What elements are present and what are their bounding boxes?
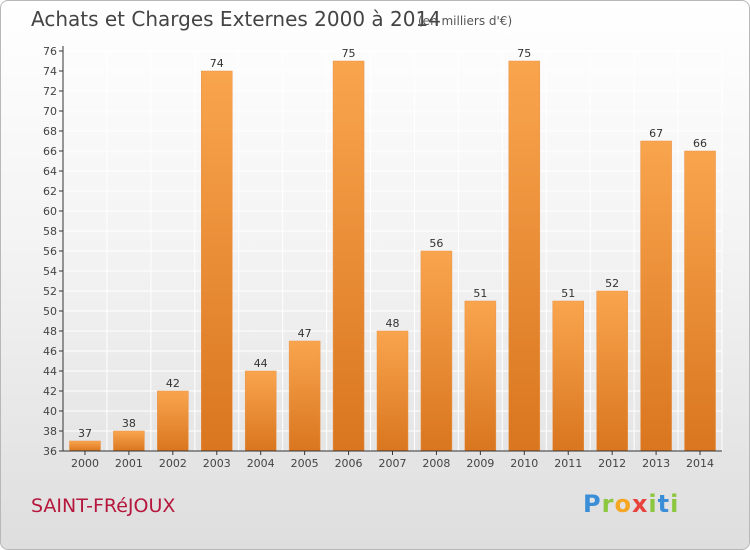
data-label: 66 (693, 137, 707, 150)
x-tick-label: 2009 (466, 457, 494, 470)
labels: 36 38 40 42 44 46 48 50 52 54 56 58 60 62 64 66 68 70 72 74… (43, 45, 714, 470)
logo-letter: i (670, 490, 680, 518)
y-tick-label: 76 (43, 45, 57, 58)
y-tick-label: 58 (43, 225, 57, 238)
data-label: 42 (166, 377, 180, 390)
x-tick-label: 2004 (247, 457, 275, 470)
bar (596, 290, 628, 452)
x-tick-label: 2008 (422, 457, 450, 470)
data-label: 51 (473, 287, 487, 300)
y-tick-label: 38 (43, 425, 57, 438)
y-tick-label: 40 (43, 405, 57, 418)
bar (508, 60, 541, 452)
bar (332, 60, 365, 452)
y-tick-label: 36 (43, 445, 57, 458)
data-label: 51 (561, 287, 575, 300)
x-tick-label: 2014 (686, 457, 714, 470)
logo-letter: r (601, 490, 615, 518)
data-label: 75 (342, 47, 356, 60)
data-label: 44 (254, 357, 268, 370)
x-tick-label: 2010 (510, 457, 538, 470)
y-tick-label: 72 (43, 85, 57, 98)
bar (376, 330, 409, 452)
y-tick-label: 62 (43, 185, 57, 198)
bar (201, 70, 233, 452)
y-tick-label: 70 (43, 105, 57, 118)
x-tick-label: 2006 (335, 457, 363, 470)
bar (69, 440, 101, 452)
bars (69, 60, 716, 452)
x-tick-label: 2007 (379, 457, 407, 470)
y-tick-label: 52 (43, 285, 57, 298)
axes (59, 46, 722, 455)
bar (157, 390, 189, 452)
x-tick-label: 2002 (159, 457, 187, 470)
bar (640, 140, 672, 452)
data-label: 67 (649, 127, 663, 140)
x-tick-label: 2000 (71, 457, 99, 470)
y-tick-label: 54 (43, 265, 57, 278)
logo-letter: t (657, 490, 671, 518)
data-label: 52 (605, 277, 619, 290)
x-tick-label: 2001 (115, 457, 143, 470)
y-tick-label: 56 (43, 245, 57, 258)
x-tick-label: 2005 (291, 457, 319, 470)
x-tick-label: 2011 (554, 457, 582, 470)
data-label: 75 (517, 47, 531, 60)
bar (684, 150, 716, 452)
y-tick-label: 42 (43, 385, 57, 398)
y-tick-label: 44 (43, 365, 57, 378)
x-tick-label: 2013 (642, 457, 670, 470)
bar (552, 300, 584, 452)
bar (464, 300, 497, 452)
y-tick-label: 74 (43, 65, 57, 78)
chart-subtitle: (en milliers d'€) (418, 14, 513, 28)
y-tick-label: 64 (43, 165, 57, 178)
y-tick-label: 68 (43, 125, 57, 138)
bar (244, 370, 277, 452)
logo-letter: P (583, 490, 602, 518)
bar (420, 250, 453, 452)
data-label: 37 (78, 427, 92, 440)
data-label: 47 (298, 327, 312, 340)
y-tick-label: 48 (43, 325, 57, 338)
y-tick-label: 60 (43, 205, 57, 218)
chart-title: Achats et Charges Externes 2000 à 2014 (31, 7, 441, 31)
data-label: 56 (429, 237, 443, 250)
bar (113, 430, 145, 452)
data-label: 38 (122, 417, 136, 430)
logo-letter: o (614, 490, 632, 518)
commune-name: SAINT-FRéJOUX (31, 495, 176, 517)
x-tick-label: 2012 (598, 457, 626, 470)
proxiti-logo: Proxiti (583, 490, 679, 518)
data-label: 48 (386, 317, 400, 330)
data-label: 74 (210, 57, 224, 70)
logo-letter: i (648, 490, 658, 518)
bar (288, 340, 321, 452)
y-tick-label: 46 (43, 345, 57, 358)
logo-letter: x (631, 490, 649, 518)
y-tick-label: 66 (43, 145, 57, 158)
y-tick-label: 50 (43, 305, 57, 318)
x-tick-label: 2003 (203, 457, 231, 470)
